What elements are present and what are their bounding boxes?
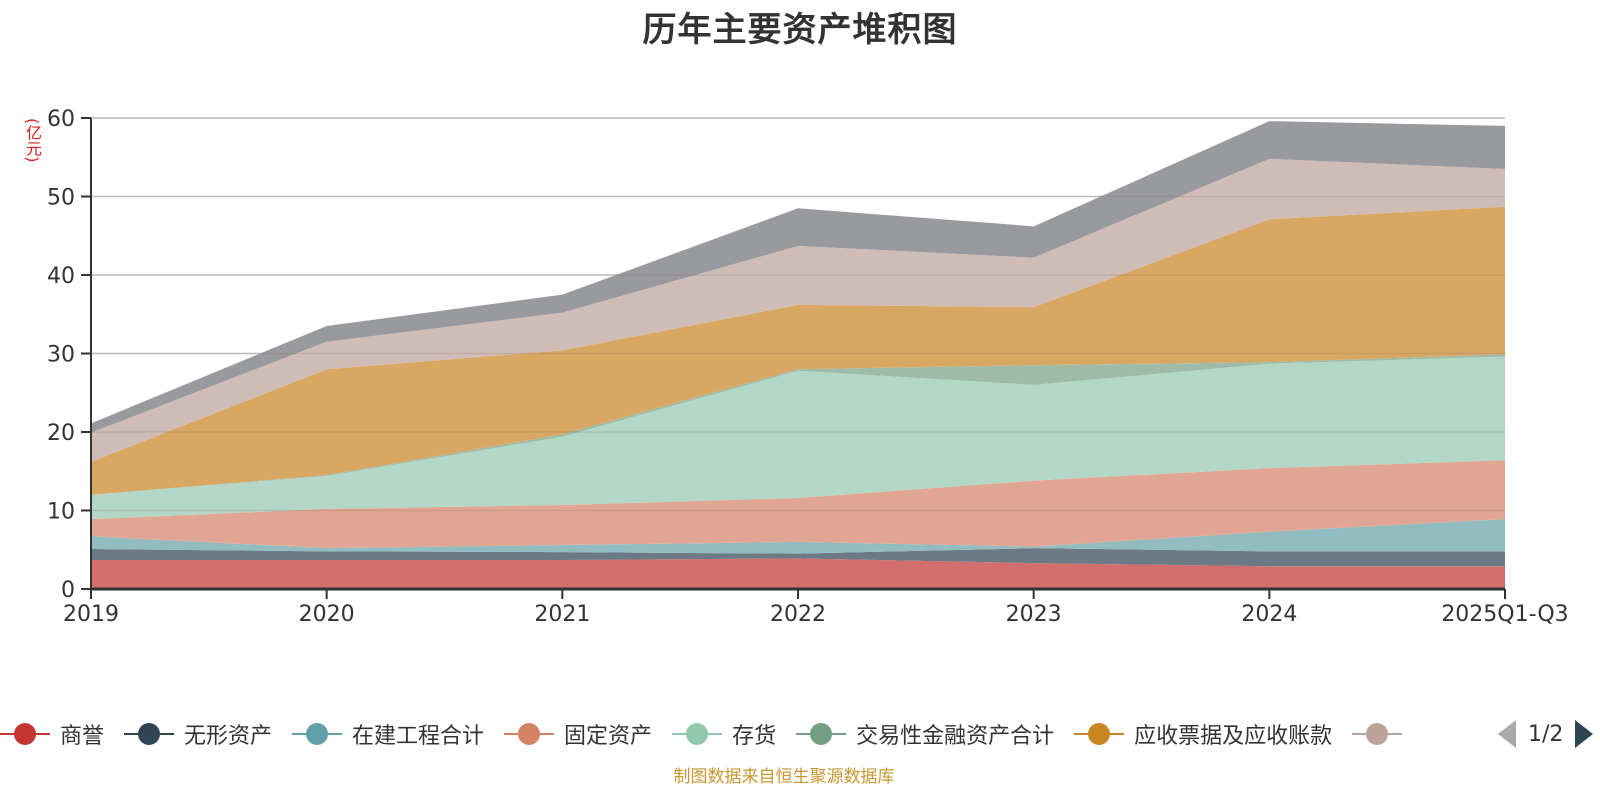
legend-label: 固定资产: [564, 724, 653, 749]
legend-item-6[interactable]: 应收票据及应收账款: [1074, 718, 1332, 750]
area-series-0[interactable]: [91, 558, 1505, 589]
area-layers: [91, 117, 1505, 589]
x-tick-label: 2022: [770, 602, 826, 627]
legend-marker-icon: [0, 722, 50, 746]
x-tick-label: 2019: [63, 602, 119, 627]
legend-item-4[interactable]: 存货: [672, 718, 776, 750]
x-tick-label: 2024: [1241, 602, 1297, 627]
legend-label: 在建工程合计: [352, 724, 485, 749]
area-series-3[interactable]: [91, 460, 1505, 549]
legend-marker-icon: [504, 722, 555, 746]
area-series-1[interactable]: [91, 548, 1505, 567]
y-tick-label: 50: [47, 186, 75, 211]
area-series-2[interactable]: [91, 519, 1505, 554]
legend-item-7[interactable]: [1352, 722, 1412, 746]
legend-label: 应收票据及应收账款: [1134, 724, 1333, 749]
axes: 0 10 20 30 40 50 60 2019 2020 2021 2022 2023 2024 202…: [47, 107, 1569, 627]
stacked-area-chart: 0 10 20 30 40 50 60 2019 2020 2021 2022 2023 2024 202…: [47, 107, 1569, 627]
y-tick-label: 20: [47, 421, 75, 446]
legend-marker-icon: [1352, 722, 1403, 746]
area-series-8[interactable]: [91, 121, 1505, 433]
legend-label: 交易性金融资产合计: [856, 724, 1055, 749]
legend-item-2[interactable]: 在建工程合计: [292, 718, 484, 750]
legend-next-page-icon[interactable]: [1575, 720, 1594, 748]
y-tick-label: 0: [61, 578, 75, 603]
y-tick-label: 60: [47, 107, 75, 132]
area-series-6[interactable]: [91, 206, 1505, 495]
x-tick-label: 2023: [1006, 602, 1062, 627]
x-tick-label: 2025Q1-Q3: [1441, 602, 1568, 627]
legend-item-0[interactable]: 商誉: [0, 718, 104, 750]
legend-item-5[interactable]: 交易性金融资产合计: [796, 718, 1054, 750]
data-source-note: 制图数据来自恒生聚源数据库: [673, 767, 895, 787]
legend-prev-page-icon[interactable]: [1498, 720, 1516, 748]
y-tick-label: 40: [47, 264, 75, 289]
x-tick-label: 2021: [534, 602, 590, 627]
legend-marker-icon: [1074, 722, 1125, 746]
legend-marker-icon: [292, 722, 343, 746]
legend-marker-icon: [796, 722, 847, 746]
legend-item-1[interactable]: 无形资产: [124, 718, 272, 750]
legend: 商誉 无形资产 在建工程合计 固定资产 存货 交易性金融资产合计 应收票据及应收账款: [0, 716, 1432, 752]
area-series-7[interactable]: [91, 158, 1505, 462]
legend-marker-icon: [124, 722, 175, 746]
legend-item-3[interactable]: 固定资产: [504, 718, 652, 750]
area-series-4[interactable]: [91, 356, 1505, 520]
x-tick-label: 2020: [299, 602, 355, 627]
y-tick-label: 30: [47, 343, 75, 368]
legend-marker-icon: [672, 722, 723, 746]
legend-pager: 1/2: [1498, 716, 1594, 752]
legend-page-indicator: 1/2: [1528, 721, 1564, 747]
chart-title: 历年主要资产堆积图: [642, 10, 958, 50]
legend-label: 商誉: [60, 724, 105, 749]
legend-label: 无形资产: [184, 724, 273, 749]
y-tick-label: 10: [47, 500, 75, 525]
legend-label: 存货: [732, 724, 777, 749]
y-axis-unit-label: (亿元): [23, 118, 42, 163]
